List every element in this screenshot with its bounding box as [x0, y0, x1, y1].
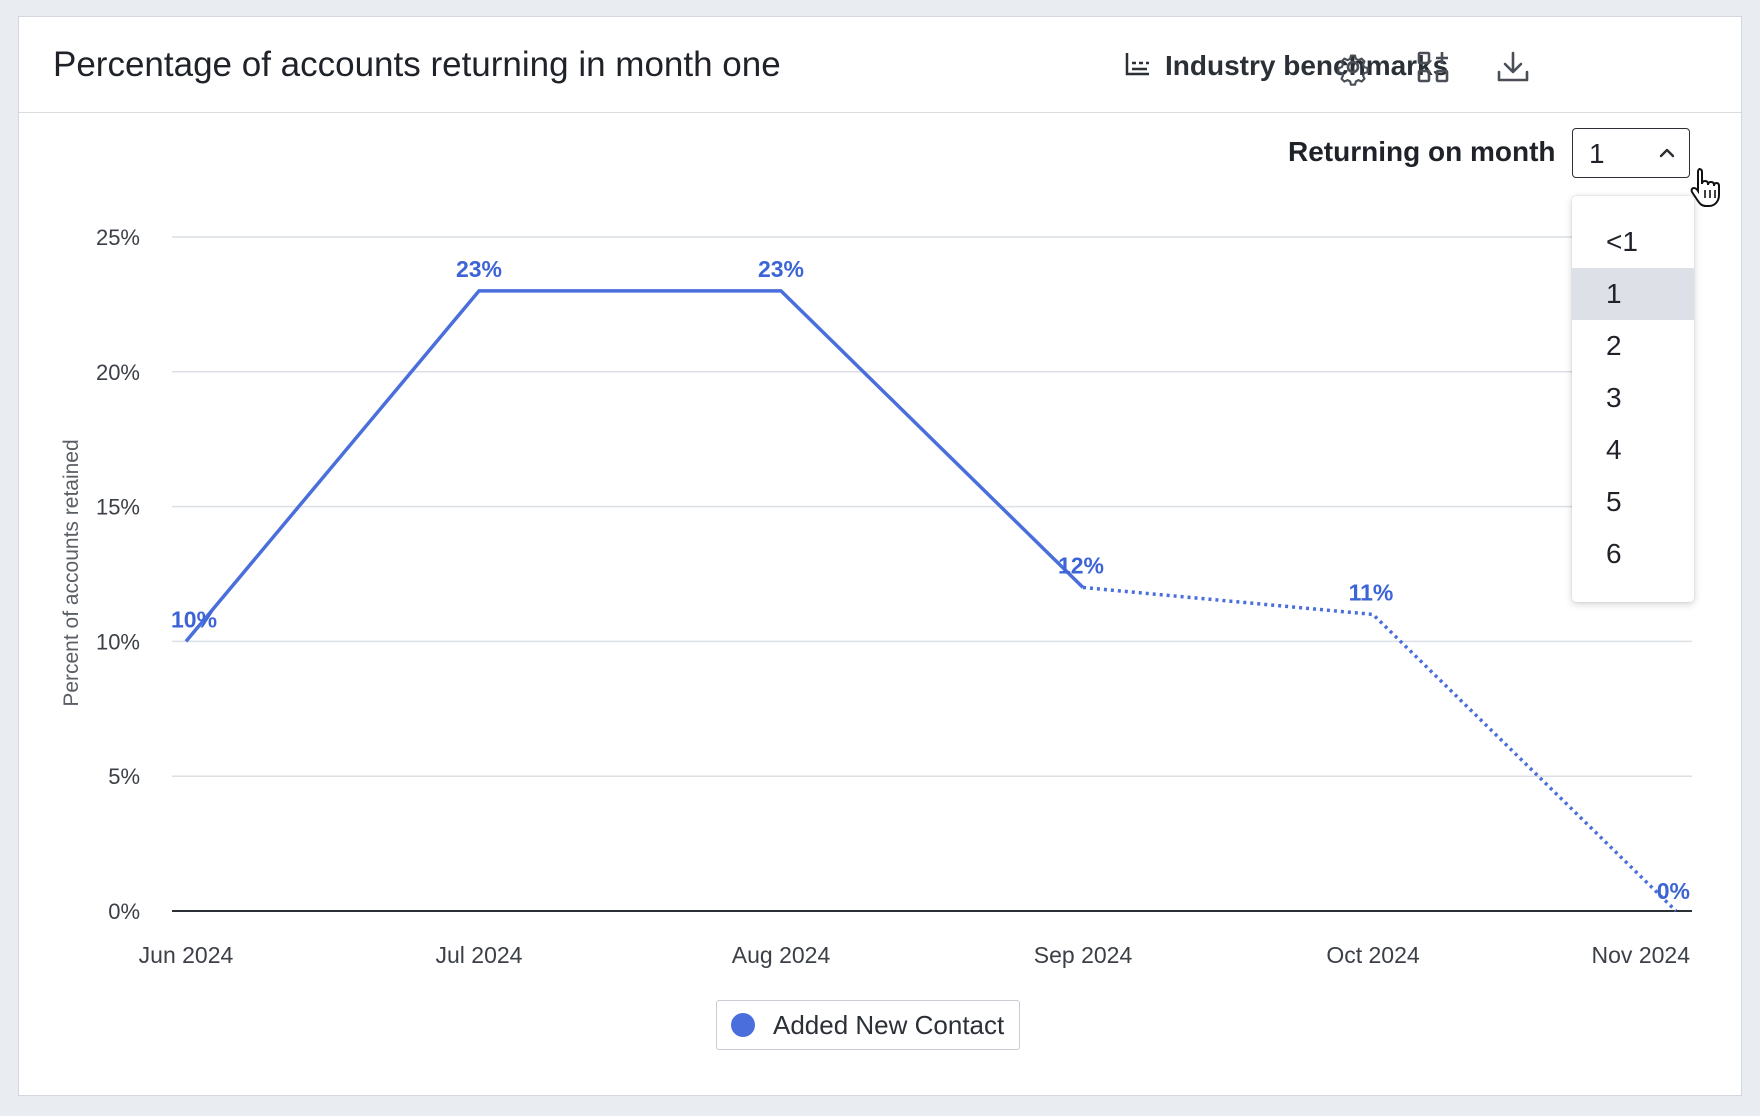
y-tick-label: 5%	[108, 764, 140, 789]
chevron-up-icon	[1659, 148, 1675, 158]
selected-month-value: 1	[1589, 138, 1605, 169]
month-option-1[interactable]: 1	[1572, 268, 1694, 320]
month-option-6[interactable]: 6	[1606, 538, 1622, 569]
chart-axis-icon	[1123, 50, 1151, 83]
gear-icon[interactable]	[1333, 47, 1373, 87]
data-label: 10%	[171, 606, 217, 632]
month-option-3[interactable]: 3	[1606, 382, 1622, 413]
x-tick-label: Jun 2024	[139, 942, 234, 968]
industry-benchmarks-button[interactable]: Industry benchmarks	[1123, 45, 1448, 87]
y-tick-label: 15%	[96, 495, 140, 520]
data-label: 11%	[1349, 579, 1394, 605]
y-axis-label: Percent of accounts retained	[60, 439, 83, 706]
add-widget-icon[interactable]	[1413, 47, 1453, 87]
card-header: Percentage of accounts returning in mont…	[19, 17, 1741, 113]
month-options-menu: <1 1 2 3 4 5 6	[1572, 196, 1694, 602]
legend-label: Added New Contact	[773, 1009, 1005, 1040]
x-tick-label: Oct 2024	[1326, 942, 1420, 968]
series-line-projected	[1082, 585, 1678, 913]
x-tick-label: Aug 2024	[732, 942, 831, 968]
industry-benchmarks-label: Industry benchmarks	[1165, 50, 1449, 81]
data-label: 23%	[456, 256, 502, 282]
y-tick-label: 0%	[108, 899, 140, 924]
x-tick-label: Jul 2024	[436, 942, 523, 968]
hand-cursor-icon	[1690, 168, 1720, 207]
data-label: 0%	[1657, 878, 1690, 904]
legend-marker	[731, 1013, 755, 1037]
month-option-0[interactable]: <1	[1606, 226, 1638, 257]
x-tick-label: Sep 2024	[1034, 942, 1133, 968]
series-line-solid	[184, 289, 1085, 643]
month-option-4[interactable]: 4	[1606, 434, 1622, 465]
chart-title: Percentage of accounts returning in mont…	[53, 45, 781, 84]
data-label: 12%	[1058, 552, 1104, 578]
chart-card: Percentage of accounts returning in mont…	[18, 16, 1742, 1096]
data-label: 23%	[758, 256, 804, 282]
y-tick-label: 20%	[96, 360, 140, 385]
download-icon[interactable]	[1493, 47, 1533, 87]
month-option-5[interactable]: 5	[1606, 486, 1622, 517]
returning-on-month-label: Returning on month	[1288, 136, 1556, 167]
legend-item-added-new-contact[interactable]: Added New Contact	[716, 1000, 1020, 1050]
x-tick-label: Nov 2024	[1592, 942, 1691, 968]
returning-month-select[interactable]: 1	[1572, 128, 1690, 178]
y-tick-label: 25%	[96, 225, 140, 250]
y-tick-label: 10%	[96, 629, 140, 654]
month-option-2[interactable]: 2	[1606, 330, 1622, 361]
